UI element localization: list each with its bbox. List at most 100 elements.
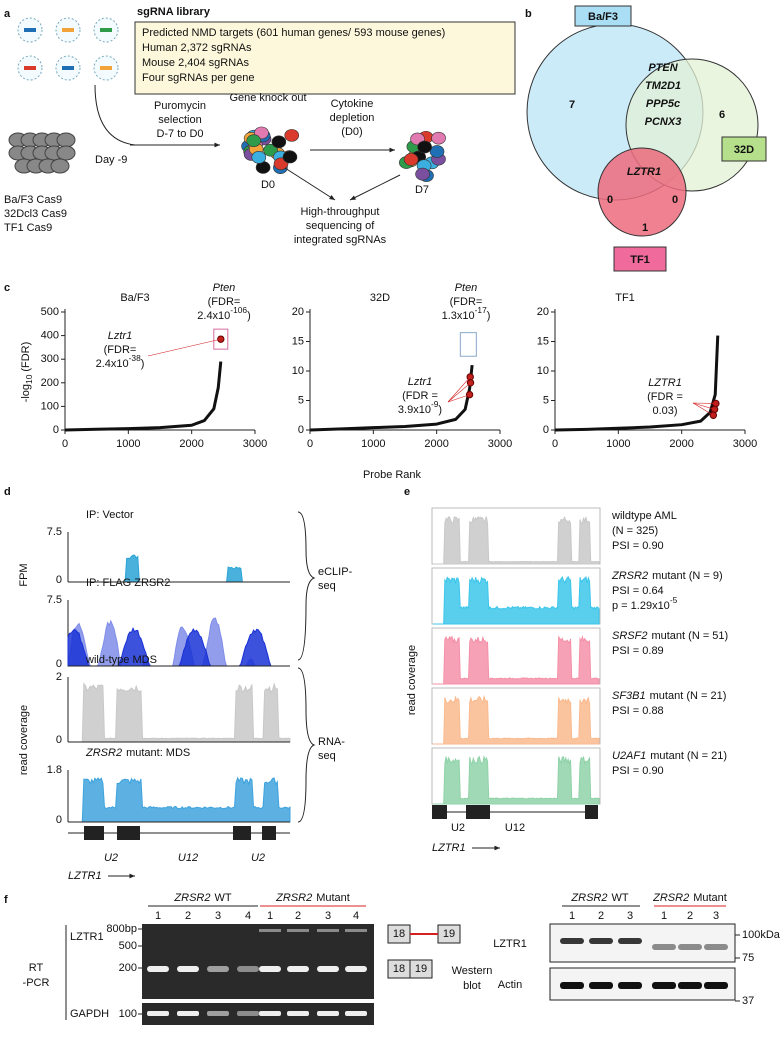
cell bbox=[430, 145, 444, 157]
exon bbox=[432, 805, 447, 819]
text-part: 0 bbox=[53, 424, 59, 436]
text-part: 2000 bbox=[669, 438, 693, 450]
cell bbox=[416, 168, 430, 180]
text-part: 2.4x10 bbox=[96, 358, 129, 370]
y-tick-label: 0 bbox=[56, 734, 62, 746]
text-part: WT bbox=[611, 892, 628, 904]
text-part: ZRSR2 bbox=[611, 570, 648, 582]
text-part: d bbox=[4, 486, 11, 498]
x-tick-label: 0 bbox=[307, 438, 313, 450]
y-tick-label: 0 bbox=[56, 658, 62, 670]
band bbox=[147, 1011, 169, 1016]
text-part: 7.5 bbox=[47, 526, 62, 538]
text-part: 200 bbox=[41, 377, 59, 389]
text-part: 0 bbox=[307, 438, 313, 450]
band bbox=[678, 982, 702, 989]
text-part: U12 bbox=[178, 852, 198, 864]
band bbox=[704, 944, 728, 950]
text-part: TF1 bbox=[615, 292, 635, 304]
selection-label: Puromycin bbox=[154, 100, 206, 112]
text-part: seq bbox=[318, 750, 336, 762]
gene: PPP5c bbox=[646, 98, 680, 110]
data-curve bbox=[310, 365, 472, 430]
text-part: 0 bbox=[56, 658, 62, 670]
text-part: Mouse 2,404 sgRNAs bbox=[142, 57, 249, 69]
sequencing-label: sequencing of bbox=[306, 220, 375, 232]
lane-label: 4 bbox=[245, 910, 251, 922]
method-label: Western bbox=[452, 965, 493, 977]
cell bbox=[247, 135, 261, 147]
text-part: Human 2,372 sgRNAs bbox=[142, 42, 252, 54]
exon bbox=[117, 826, 140, 840]
y-tick-label: 15 bbox=[292, 335, 304, 347]
text-part: LZTR1 bbox=[648, 377, 682, 389]
text-part: Mutant bbox=[316, 892, 350, 904]
text-part: Lztr1 bbox=[108, 330, 132, 342]
cell bbox=[283, 151, 297, 163]
text-part: RNA- bbox=[318, 736, 345, 748]
library-title: sgRNA library bbox=[137, 6, 211, 18]
entry-label: PSI = 0.64 bbox=[612, 585, 664, 597]
text-part: TF1 Cas9 bbox=[4, 222, 52, 234]
exon-label: U12 bbox=[505, 822, 525, 834]
gene-label: LZTR1 bbox=[432, 842, 466, 854]
gene-label: LZTR1 bbox=[68, 870, 102, 882]
text-part: 2 bbox=[295, 910, 301, 922]
gene: PTEN bbox=[648, 62, 678, 74]
virus-core bbox=[62, 28, 74, 32]
band bbox=[704, 982, 728, 989]
text-part: ZRSR2 bbox=[173, 892, 210, 904]
text-part: -17 bbox=[475, 305, 487, 315]
exon bbox=[233, 826, 251, 840]
x-tick-label: 1000 bbox=[606, 438, 630, 450]
text-part: wild-type MDS bbox=[85, 654, 157, 666]
x-tick-label: 0 bbox=[552, 438, 558, 450]
text-part: -log bbox=[20, 384, 32, 402]
text-part: 20 bbox=[292, 306, 304, 318]
y-tick-label: 300 bbox=[41, 353, 59, 365]
region-count: 1 bbox=[642, 222, 648, 234]
text-part: PSI = 0.64 bbox=[612, 585, 664, 597]
text-part: Ba/F3 bbox=[120, 292, 149, 304]
text-part: e bbox=[404, 486, 410, 498]
d7-label: D7 bbox=[415, 184, 429, 196]
text-part: 0 bbox=[62, 438, 68, 450]
day-label: Day -9 bbox=[95, 154, 127, 166]
text-part: eCLIP- bbox=[318, 566, 353, 578]
text-part: ZRSR2 bbox=[85, 747, 122, 759]
text-part: selection bbox=[158, 114, 201, 126]
text-part: 3.9x10 bbox=[398, 404, 431, 416]
text-part: 100kDa bbox=[742, 929, 781, 941]
lane-label: 3 bbox=[215, 910, 221, 922]
text-part: read coverage bbox=[18, 705, 30, 775]
text-part: Mutant bbox=[693, 892, 727, 904]
text-part: 19 bbox=[415, 963, 427, 975]
track-label: IP: Vector bbox=[86, 509, 134, 521]
text-part: ) bbox=[141, 358, 145, 370]
y-tick-label: 7.5 bbox=[47, 526, 62, 538]
leader-line bbox=[148, 339, 221, 356]
text-part: 400 bbox=[41, 330, 59, 342]
lane-label: 2 bbox=[687, 910, 693, 922]
text-part: (D0) bbox=[341, 126, 362, 138]
text-part: PSI = 0.89 bbox=[612, 645, 664, 657]
text-part: 10 bbox=[537, 365, 549, 377]
band bbox=[177, 1011, 199, 1016]
lane-label: 4 bbox=[353, 910, 359, 922]
band bbox=[589, 982, 613, 989]
text-part: 15 bbox=[537, 335, 549, 347]
selection-label: selection bbox=[158, 114, 201, 126]
gene: LZTR1 bbox=[627, 166, 661, 178]
target-label: LZTR1 bbox=[70, 931, 104, 943]
depletion-label: depletion bbox=[330, 112, 375, 124]
text-part: sgRNA library bbox=[137, 6, 211, 18]
annotation: LZTR1 bbox=[648, 377, 682, 389]
text-part: 32D bbox=[370, 292, 390, 304]
y-tick-label: 20 bbox=[292, 306, 304, 318]
text-part: 2 bbox=[185, 910, 191, 922]
band bbox=[589, 938, 613, 944]
text-part: D7 bbox=[415, 184, 429, 196]
